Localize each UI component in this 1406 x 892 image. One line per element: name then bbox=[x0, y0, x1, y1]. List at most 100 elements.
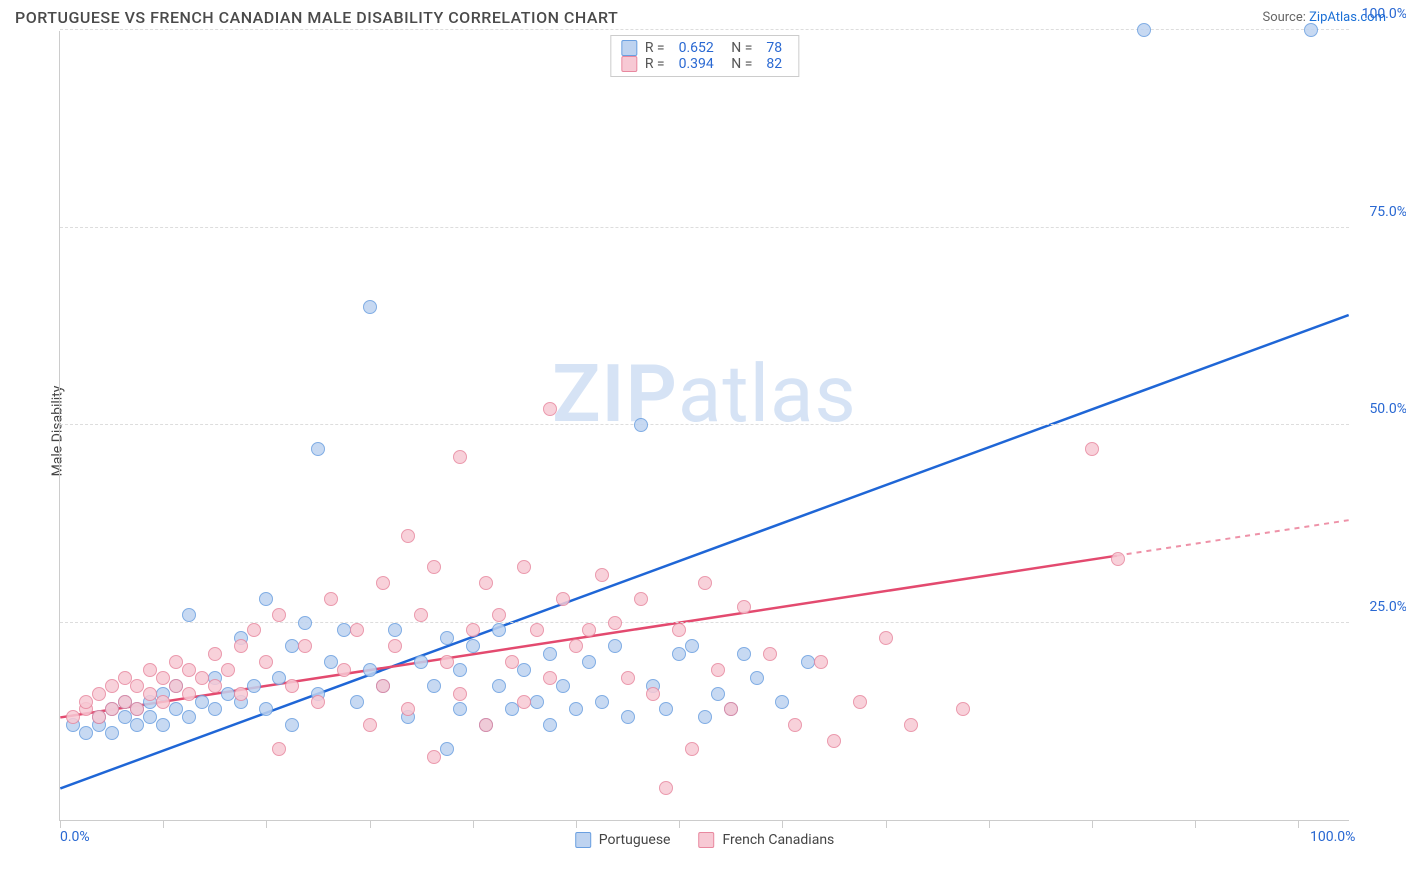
data-point bbox=[543, 718, 557, 732]
data-point bbox=[143, 663, 157, 677]
data-point bbox=[634, 418, 648, 432]
data-point bbox=[169, 679, 183, 693]
data-point bbox=[634, 592, 648, 606]
data-point bbox=[698, 710, 712, 724]
data-point bbox=[234, 639, 248, 653]
legend-row-portuguese: R = 0.652 N = 78 bbox=[621, 40, 788, 56]
data-point bbox=[440, 655, 454, 669]
y-tick-label: 100.0% bbox=[1362, 6, 1406, 22]
data-point bbox=[182, 608, 196, 622]
data-point bbox=[543, 671, 557, 685]
data-point bbox=[118, 671, 132, 685]
data-point bbox=[685, 639, 699, 653]
data-point bbox=[453, 687, 467, 701]
data-point bbox=[195, 695, 209, 709]
data-point bbox=[505, 702, 519, 716]
data-point bbox=[182, 663, 196, 677]
data-point bbox=[105, 702, 119, 716]
data-point bbox=[324, 655, 338, 669]
swatch-portuguese-bottom bbox=[575, 832, 591, 848]
data-point bbox=[543, 402, 557, 416]
data-point bbox=[1111, 552, 1125, 566]
data-point bbox=[221, 687, 235, 701]
data-point bbox=[517, 695, 531, 709]
data-point bbox=[479, 718, 493, 732]
data-point bbox=[556, 592, 570, 606]
data-point bbox=[337, 623, 351, 637]
data-point bbox=[169, 655, 183, 669]
data-point bbox=[285, 718, 299, 732]
chart-title: PORTUGUESE VS FRENCH CANADIAN MALE DISAB… bbox=[15, 8, 618, 27]
data-point bbox=[582, 655, 596, 669]
data-point bbox=[711, 663, 725, 677]
data-point bbox=[247, 623, 261, 637]
data-point bbox=[156, 695, 170, 709]
data-point bbox=[737, 647, 751, 661]
data-point bbox=[737, 600, 751, 614]
data-point bbox=[814, 655, 828, 669]
data-point bbox=[324, 592, 338, 606]
data-point bbox=[414, 608, 428, 622]
data-point bbox=[118, 710, 132, 724]
data-point bbox=[208, 679, 222, 693]
data-point bbox=[272, 671, 286, 685]
data-point bbox=[259, 655, 273, 669]
data-point bbox=[208, 702, 222, 716]
data-point bbox=[1085, 442, 1099, 456]
data-point bbox=[363, 718, 377, 732]
data-point bbox=[569, 639, 583, 653]
data-point bbox=[517, 560, 531, 574]
trend-lines bbox=[60, 31, 1349, 820]
data-point bbox=[79, 726, 93, 740]
data-point bbox=[788, 718, 802, 732]
data-point bbox=[1137, 23, 1151, 37]
data-point bbox=[311, 442, 325, 456]
data-point bbox=[453, 702, 467, 716]
swatch-french-bottom bbox=[698, 832, 714, 848]
y-tick-label: 25.0% bbox=[1369, 599, 1406, 615]
data-point bbox=[259, 592, 273, 606]
data-point bbox=[956, 702, 970, 716]
data-point bbox=[363, 663, 377, 677]
data-point bbox=[685, 742, 699, 756]
swatch-french bbox=[621, 56, 637, 72]
data-point bbox=[505, 655, 519, 669]
data-point bbox=[904, 718, 918, 732]
data-point bbox=[208, 647, 222, 661]
plot-area: ZIPatlas R = 0.652 N = 78 R = 0.394 N = … bbox=[59, 31, 1349, 821]
data-point bbox=[247, 679, 261, 693]
data-point bbox=[118, 695, 132, 709]
data-point bbox=[376, 679, 390, 693]
data-point bbox=[530, 695, 544, 709]
data-point bbox=[92, 710, 106, 724]
data-point bbox=[401, 702, 415, 716]
data-point bbox=[195, 671, 209, 685]
data-point bbox=[595, 568, 609, 582]
data-point bbox=[659, 781, 673, 795]
series-legend: Portuguese French Canadians bbox=[575, 832, 835, 848]
data-point bbox=[608, 616, 622, 630]
data-point bbox=[414, 655, 428, 669]
data-point bbox=[492, 679, 506, 693]
data-point bbox=[608, 639, 622, 653]
data-point bbox=[156, 671, 170, 685]
data-point bbox=[92, 687, 106, 701]
data-point bbox=[453, 663, 467, 677]
data-point bbox=[427, 679, 441, 693]
data-point bbox=[569, 702, 583, 716]
data-point bbox=[182, 710, 196, 724]
data-point bbox=[672, 623, 686, 637]
data-point bbox=[143, 710, 157, 724]
data-point bbox=[440, 742, 454, 756]
data-point bbox=[272, 742, 286, 756]
data-point bbox=[543, 647, 557, 661]
data-point bbox=[156, 718, 170, 732]
data-point bbox=[169, 702, 183, 716]
x-tick-label: 0.0% bbox=[60, 829, 90, 845]
data-point bbox=[479, 576, 493, 590]
data-point bbox=[646, 687, 660, 701]
data-point bbox=[143, 687, 157, 701]
data-point bbox=[427, 750, 441, 764]
data-point bbox=[285, 679, 299, 693]
data-point bbox=[672, 647, 686, 661]
